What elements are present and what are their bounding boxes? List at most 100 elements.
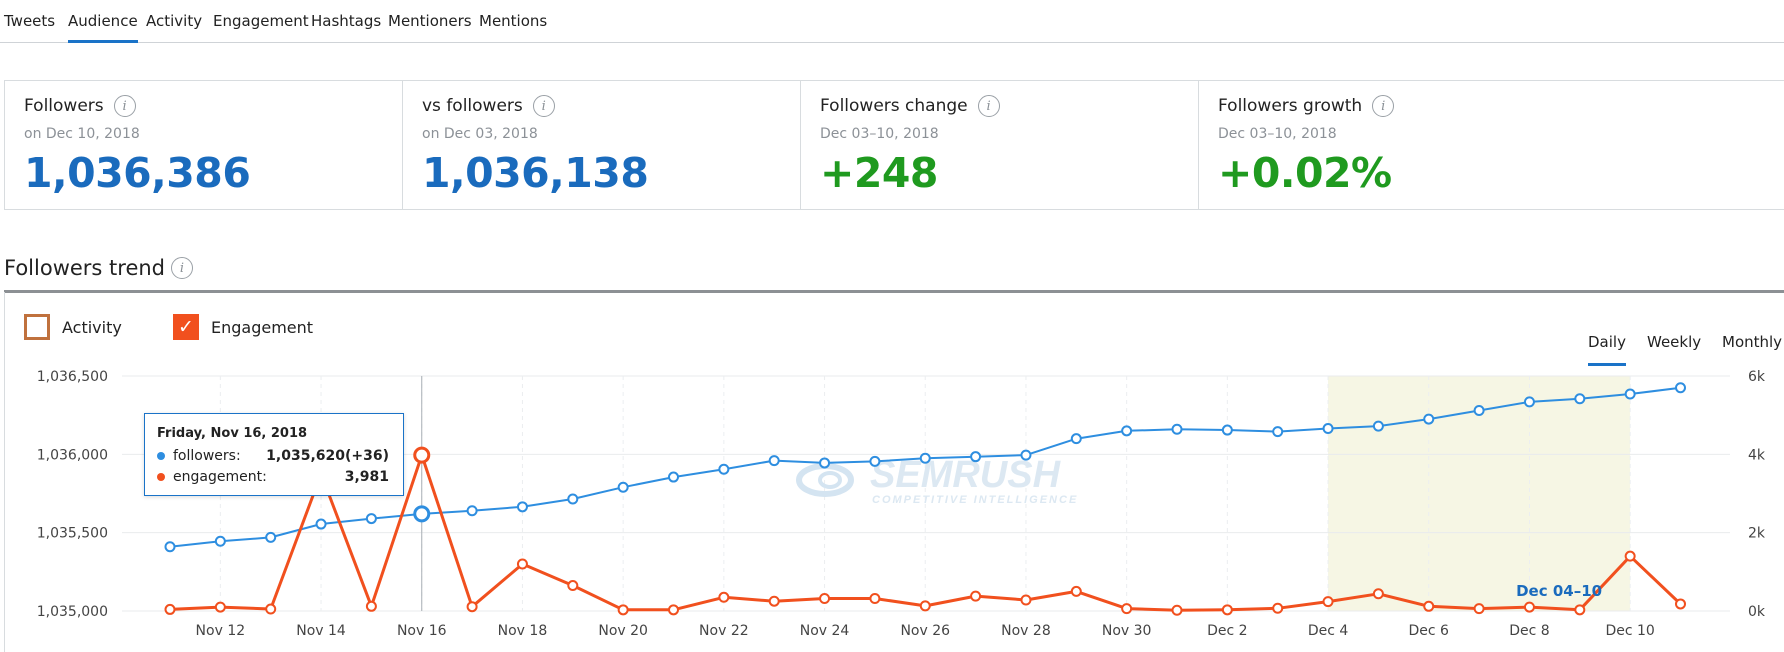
followers-point	[919, 452, 931, 464]
tab-mentions[interactable]: Mentions	[479, 12, 548, 30]
card-date: Dec 03–10, 2018	[1218, 126, 1337, 142]
section-title-text: Followers trend	[4, 256, 166, 280]
tab-audience[interactable]: Audience	[68, 12, 138, 43]
engagement-point	[1372, 588, 1384, 600]
info-icon[interactable]: i	[1372, 95, 1395, 117]
x-tick-label: Nov 24	[800, 623, 850, 639]
engagement-dot-icon	[157, 473, 165, 481]
engagement-point	[1423, 600, 1435, 612]
followers-point	[718, 463, 730, 475]
activity-toggle[interactable]: Activity	[24, 314, 122, 340]
y-left-tick-label: 1,035,000	[37, 604, 108, 620]
engagement-point	[718, 591, 730, 603]
tab-tweets[interactable]: Tweets	[4, 12, 56, 30]
period-weekly[interactable]: Weekly	[1647, 333, 1702, 351]
engagement-point	[1221, 604, 1233, 616]
x-tick-label: Nov 14	[296, 623, 346, 639]
followers-point	[668, 471, 679, 483]
followers-change-card: Followers change i Dec 03–10, 2018 +248	[800, 80, 1236, 210]
tooltip-followers-value: 1,035,620(+36)	[266, 448, 389, 464]
y-left-tick-label: 1,035,500	[37, 526, 108, 542]
engagement-label: Engagement	[211, 317, 314, 337]
semrush-watermark: SEMRUSH COMPETITIVE INTELLIGENCE	[796, 454, 1076, 506]
engagement-point	[164, 603, 176, 615]
engagement-point	[1272, 602, 1284, 614]
x-tick-label: Dec 8	[1509, 623, 1549, 639]
engagement-point	[1121, 603, 1133, 615]
activity-checkbox[interactable]	[24, 314, 50, 340]
info-icon[interactable]: i	[532, 95, 555, 117]
watermark-brand: SEMRUSH	[870, 454, 1062, 496]
engagement-checkbox[interactable]: ✓	[173, 314, 199, 340]
followers-point	[1272, 426, 1284, 438]
followers-point	[365, 513, 377, 525]
card-title-text: vs followers	[422, 96, 523, 116]
card-title-text: Followers	[24, 96, 104, 116]
card-date: on Dec 03, 2018	[422, 126, 538, 142]
followers-point	[1423, 413, 1435, 425]
followers-point	[970, 451, 982, 463]
x-tick-label: Nov 30	[1102, 623, 1152, 639]
engagement-point	[214, 601, 226, 613]
highlight-label: Dec 04–10	[1516, 582, 1602, 600]
tab-hashtags[interactable]: Hashtags	[311, 12, 382, 30]
tab-engagement[interactable]: Engagement	[213, 12, 309, 30]
followers-point	[1322, 422, 1334, 434]
x-tick-label: Nov 20	[598, 623, 648, 639]
engagement-point	[265, 603, 277, 615]
followers-point	[1070, 433, 1082, 445]
followers-dot-icon	[157, 452, 165, 460]
x-tick-label: Nov 12	[196, 623, 246, 639]
vs-followers-value: 1,036,138	[422, 149, 649, 197]
period-monthly[interactable]: Monthly	[1722, 333, 1783, 351]
engagement-point	[768, 595, 780, 607]
followers-card-title: Followers i	[24, 95, 136, 117]
engagement-point	[869, 592, 881, 604]
engagement-point	[919, 600, 931, 612]
x-tick-label: Dec 10	[1605, 623, 1654, 639]
info-icon[interactable]: i	[171, 257, 194, 279]
followers-point	[1121, 425, 1133, 437]
tooltip-followers-label: followers:	[173, 448, 241, 464]
x-tick-label: Nov 16	[397, 623, 447, 639]
x-tick-label: Nov 22	[699, 623, 749, 639]
engagement-point	[668, 604, 679, 616]
y-right-tick-label: 4k	[1748, 447, 1766, 463]
info-icon[interactable]: i	[977, 95, 1000, 117]
card-date: Dec 03–10, 2018	[820, 126, 939, 142]
watermark-logo-inner	[818, 471, 842, 489]
followers-growth-value: +0.02%	[1218, 149, 1392, 197]
x-tick-label: Nov 26	[900, 623, 950, 639]
engagement-point	[1574, 604, 1586, 616]
followers-change-card-title: Followers change i	[820, 95, 1000, 117]
followers-change-value: +248	[820, 149, 938, 197]
y-left-tick-label: 1,036,000	[37, 447, 108, 463]
x-tick-label: Nov 18	[498, 623, 548, 639]
y-right-tick-label: 6k	[1748, 369, 1766, 385]
followers-point	[567, 493, 579, 505]
info-icon[interactable]: i	[113, 95, 136, 117]
tab-activity[interactable]: Activity	[146, 12, 203, 30]
engagement-point	[1624, 550, 1636, 562]
period-daily[interactable]: Daily	[1588, 333, 1626, 366]
section-divider	[4, 290, 1784, 293]
vs-followers-card: vs followers i on Dec 03, 2018 1,036,138	[402, 80, 838, 210]
engagement-point	[365, 600, 377, 612]
engagement-point	[1523, 601, 1535, 613]
followers-point	[315, 518, 327, 530]
followers-point	[1221, 424, 1233, 436]
y-right-tick-label: 0k	[1748, 604, 1766, 620]
card-title-text: Followers growth	[1218, 96, 1363, 116]
tooltip-engagement-value: 3,981	[344, 469, 389, 485]
followers-point	[516, 501, 528, 513]
followers-card: Followers i on Dec 10, 2018 1,036,386	[4, 80, 440, 210]
followers-point	[1624, 388, 1636, 400]
followers-point	[1171, 423, 1183, 435]
followers-point	[869, 455, 881, 467]
engagement-point	[1171, 604, 1183, 616]
engagement-point	[1473, 603, 1485, 615]
y-right-tick-label: 2k	[1748, 526, 1766, 542]
tab-mentioners[interactable]: Mentioners	[388, 12, 472, 30]
engagement-toggle[interactable]: ✓ Engagement	[173, 314, 313, 340]
engagement-point	[970, 590, 982, 602]
